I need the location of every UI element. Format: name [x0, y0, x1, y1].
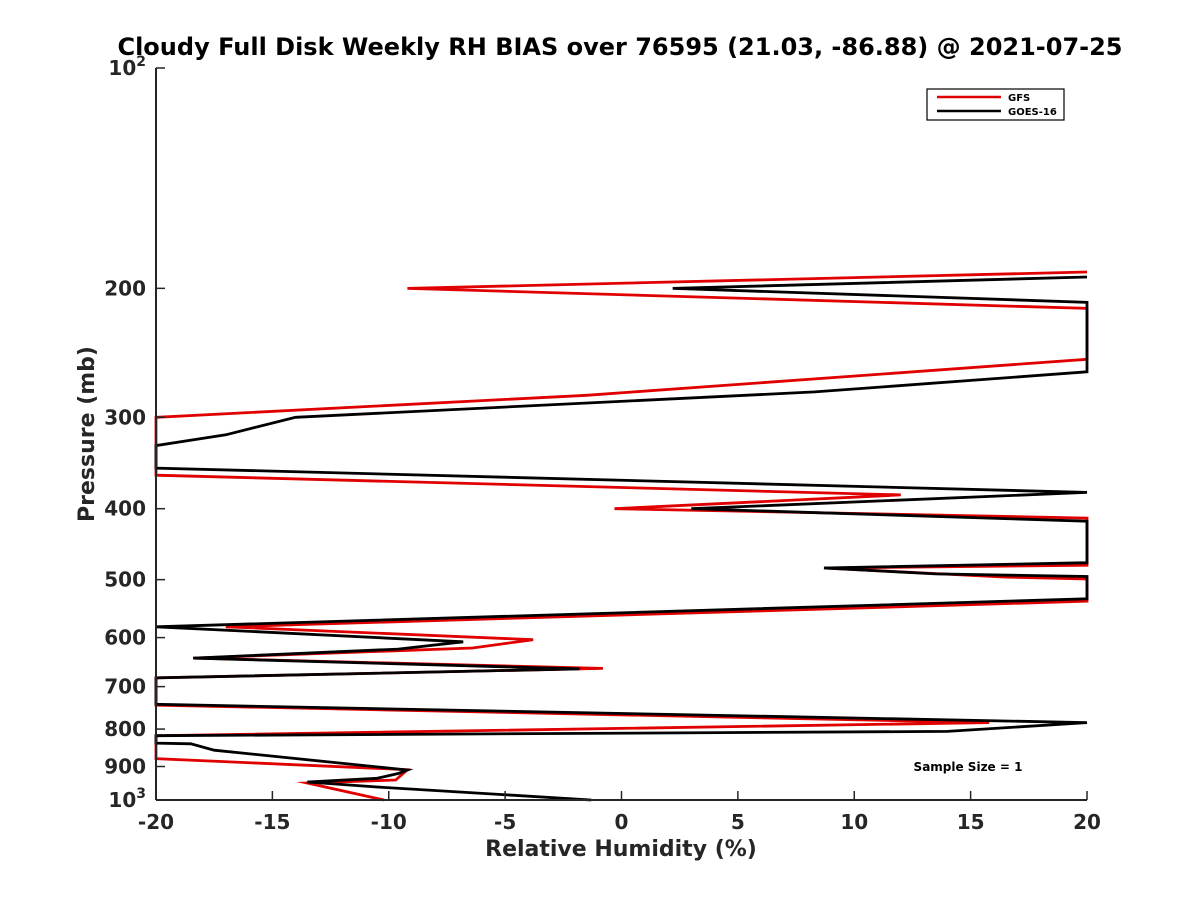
series-line-goes16 [154, 275, 1089, 802]
y-ticks: 102 200 300 400 500 600 700 800 900 103 [104, 54, 165, 812]
sample-size-annotation: Sample Size = 1 [914, 760, 1023, 774]
y-tick-label: 900 [104, 755, 146, 779]
x-tick-label: -10 [371, 810, 407, 834]
x-tick-label: 0 [615, 810, 629, 834]
x-tick-label: -5 [494, 810, 516, 834]
legend-label-gfs: GFS [1008, 93, 1030, 104]
y-tick-label: 400 [104, 497, 146, 521]
y-tick-label: 102 [108, 54, 146, 80]
y-tick-label: 700 [104, 675, 146, 699]
x-tick-label: -20 [138, 810, 174, 834]
x-tick-label: 15 [957, 810, 985, 834]
x-axis-label: Relative Humidity (%) [485, 837, 757, 862]
legend-box [926, 88, 1065, 121]
y-tick-label: 300 [104, 405, 146, 429]
y-tick-label: 800 [104, 717, 146, 741]
x-ticks: -20 -15 -10 -5 0 5 10 15 20 [138, 791, 1101, 834]
x-tick-label: 10 [840, 810, 868, 834]
legend: GFS GOES-16 [926, 88, 1065, 121]
legend-label-goes16: GOES-16 [1008, 107, 1057, 118]
y-axis-label: Pressure (mb) [75, 346, 100, 522]
y-tick-label: 103 [108, 786, 146, 812]
chart-title: Cloudy Full Disk Weekly RH BIAS over 765… [117, 33, 1122, 61]
x-tick-label: 20 [1073, 810, 1101, 834]
y-tick-label: 500 [104, 568, 146, 592]
y-tick-label: 200 [104, 276, 146, 300]
y-tick-label: 600 [104, 626, 146, 650]
x-tick-label: -15 [254, 810, 290, 834]
x-tick-label: 5 [731, 810, 745, 834]
